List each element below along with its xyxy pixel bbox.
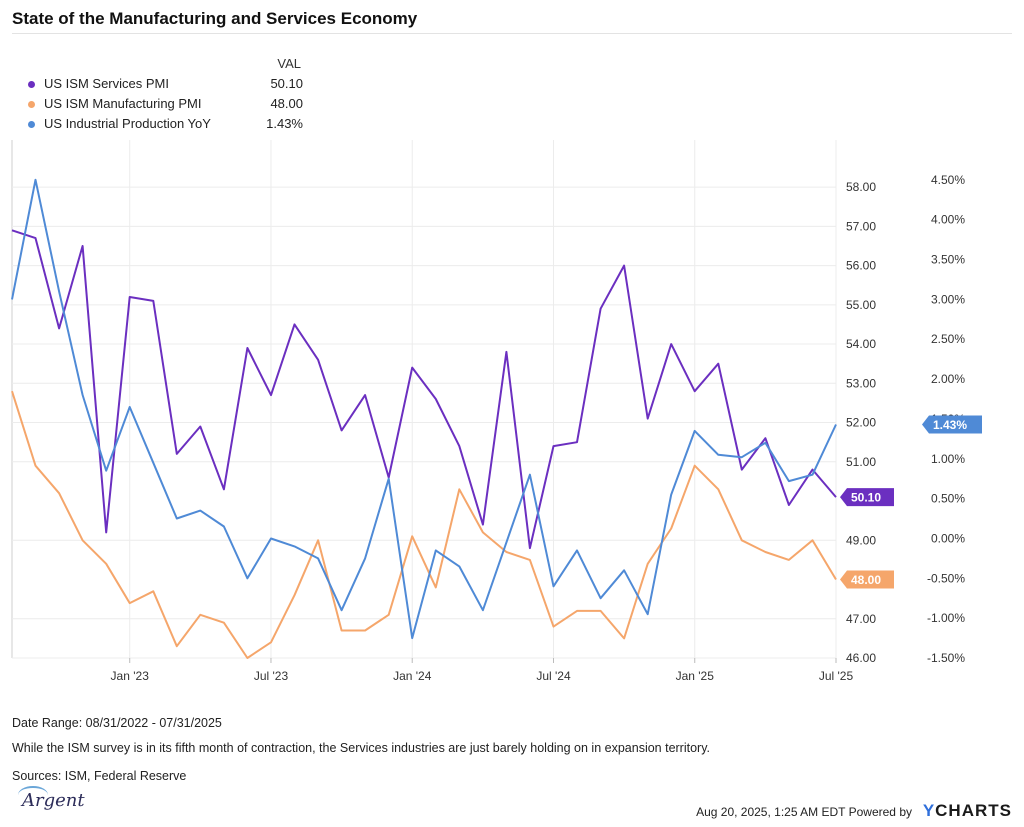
legend-dot-icon (28, 81, 35, 88)
right-axis-tick-label: 3.50% (931, 253, 965, 267)
right-axis-tick-label: 4.50% (931, 173, 965, 187)
legend-item-value: 48.00 (270, 96, 303, 111)
x-axis-tick-label: Jan '23 (111, 669, 150, 683)
right-axis-tick-label: -0.50% (927, 571, 965, 585)
legend-item-industrial-production[interactable]: US Industrial Production YoY 1.43% (28, 116, 303, 134)
right-axis-tick-label: 2.00% (931, 372, 965, 386)
left-axis-tick-label: 58.00 (846, 180, 876, 194)
left-axis-tick-label: 56.00 (846, 259, 876, 273)
series-line (11, 229, 837, 550)
left-axis-tick-label: 47.00 (846, 612, 876, 626)
legend-item-label: US Industrial Production YoY (44, 116, 211, 131)
x-axis-tick-label: Jul '24 (536, 669, 571, 683)
x-axis-tick-label: Jul '25 (819, 669, 854, 683)
left-axis-tick-label: 53.00 (846, 376, 876, 390)
sources: Sources: ISM, Federal Reserve (12, 769, 187, 783)
legend-item-services[interactable]: US ISM Services PMI 50.10 (28, 76, 303, 94)
series-end-label: 50.10 (851, 491, 881, 505)
series-end-label: 1.43% (933, 418, 967, 432)
title-divider (12, 33, 1012, 34)
ycharts-y: Y (922, 801, 936, 820)
legend-item-label: US ISM Services PMI (44, 76, 169, 91)
logo-swoosh-icon (18, 786, 48, 804)
left-axis-tick-label: 46.00 (846, 651, 876, 665)
left-axis-tick-label: 49.00 (846, 533, 876, 547)
series-end-label-tag (922, 415, 982, 434)
legend-dot-icon (28, 121, 35, 128)
left-axis-tick-label: 54.00 (846, 337, 876, 351)
legend-item-value: 1.43% (266, 116, 303, 131)
chart-title: State of the Manufacturing and Services … (12, 9, 418, 28)
right-axis-tick-label: 1.00% (931, 452, 965, 466)
ycharts-rest: CHARTS (935, 801, 1012, 820)
right-axis-tick-label: 0.00% (931, 531, 965, 545)
series-end-label-tag (840, 488, 894, 507)
left-axis-tick-label: 55.00 (846, 298, 876, 312)
right-axis-tick-label: 3.00% (931, 292, 965, 306)
x-axis-tick-label: Jan '24 (393, 669, 432, 683)
chart-note: While the ISM survey is in its fifth mon… (12, 741, 711, 755)
left-axis-tick-label: 57.00 (846, 219, 876, 233)
timestamp: Aug 20, 2025, 1:25 AM EDT Powered by (696, 805, 912, 819)
right-axis-tick-label: -1.50% (927, 651, 965, 665)
date-range: Date Range: 08/31/2022 - 07/31/2025 (12, 716, 222, 730)
left-axis-tick-label: 51.00 (846, 455, 876, 469)
left-axis-tick-label: 52.00 (846, 416, 876, 430)
legend-item-value: 50.10 (270, 76, 303, 91)
x-axis-tick-label: Jul '23 (254, 669, 289, 683)
series-end-label-tag (840, 570, 894, 589)
right-axis-tick-label: 4.00% (931, 213, 965, 227)
series-line (11, 178, 837, 640)
legend-value-header: VAL (277, 56, 301, 71)
series-end-label: 48.00 (851, 573, 881, 587)
right-axis-tick-label: 0.50% (931, 492, 965, 506)
ycharts-logo[interactable]: YCHARTS (923, 801, 1012, 821)
argent-logo: Argent (14, 786, 85, 816)
x-axis-tick-label: Jan '25 (676, 669, 715, 683)
right-axis-tick-label: 2.50% (931, 332, 965, 346)
line-chart: 58.00 57.00 56.00 55.00 54.00 53.00 52.00 51.00… (11, 140, 982, 683)
logo-text: Argent (22, 790, 85, 811)
legend-item-label: US ISM Manufacturing PMI (44, 96, 202, 111)
legend-dot-icon (28, 101, 35, 108)
right-axis-tick-label: -1.00% (927, 611, 965, 625)
series-line (11, 390, 837, 659)
legend-item-manufacturing[interactable]: US ISM Manufacturing PMI 48.00 (28, 96, 303, 114)
